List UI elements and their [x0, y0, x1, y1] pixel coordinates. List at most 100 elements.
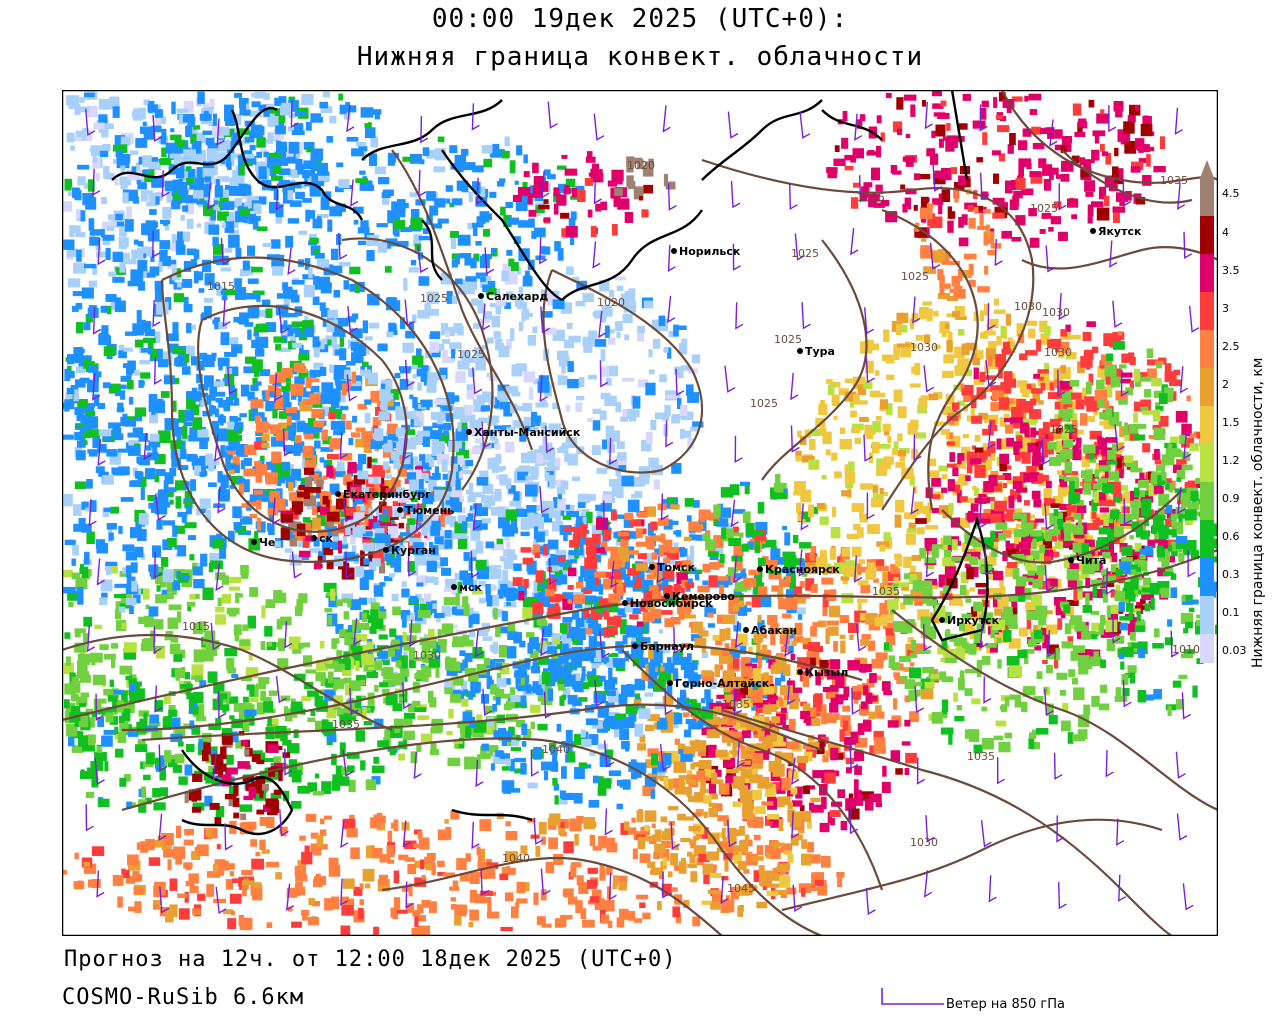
cloud-cell — [475, 357, 486, 371]
cloud-cell — [534, 552, 541, 559]
cloud-cell — [485, 541, 495, 549]
cloud-cell — [556, 594, 566, 602]
cloud-cell — [975, 582, 988, 588]
cloud-cell — [478, 580, 486, 587]
cloud-cell — [690, 621, 703, 634]
cloud-cell — [875, 802, 882, 808]
cloud-cell — [751, 700, 758, 711]
cloud-cell — [1032, 452, 1042, 463]
cloud-cell — [713, 504, 721, 518]
cloud-cell — [573, 673, 581, 682]
cloud-cell — [127, 280, 139, 287]
cloud-cell — [1013, 443, 1020, 455]
cloud-cell — [62, 201, 73, 212]
cloud-cell — [192, 125, 201, 130]
cloud-cell — [379, 582, 386, 587]
cloud-cell — [724, 694, 735, 703]
cloud-cell — [914, 362, 921, 376]
cloud-cell — [137, 319, 146, 333]
cloud-cell — [733, 676, 744, 688]
cloud-cell — [864, 798, 874, 811]
cloud-cell — [313, 540, 320, 547]
cloud-cell — [295, 159, 303, 170]
cloud-cell — [214, 317, 220, 326]
cloud-cell — [321, 392, 333, 404]
cloud-cell — [701, 698, 706, 704]
cloud-cell — [1005, 465, 1012, 470]
cloud-cell — [1123, 429, 1129, 435]
cloud-cell — [399, 498, 407, 512]
cloud-cell — [1105, 372, 1114, 385]
cloud-cell — [362, 569, 374, 580]
cloud-cell — [718, 655, 731, 664]
cloud-cell — [72, 225, 81, 233]
cloud-cell — [973, 358, 980, 366]
cloud-cell — [709, 765, 719, 772]
cloud-cell — [420, 503, 427, 512]
cloud-cell — [251, 407, 256, 420]
cloud-cell — [409, 595, 418, 604]
cloud-cell — [256, 151, 263, 158]
cloud-cell — [374, 585, 384, 597]
cloud-cell — [171, 400, 177, 412]
cloud-cell — [745, 601, 752, 606]
cloud-cell — [278, 466, 291, 478]
cloud-cell — [380, 403, 386, 410]
cloud-cell — [644, 475, 650, 485]
cloud-cell — [222, 201, 235, 210]
cloud-cell — [200, 119, 212, 125]
cloud-cell — [505, 386, 519, 394]
cloud-cell — [973, 615, 985, 622]
cloud-cell — [394, 372, 401, 379]
cloud-cell — [208, 121, 215, 127]
cloud-cell — [871, 659, 884, 669]
cloud-cell — [561, 362, 566, 374]
cloud-cell — [878, 462, 891, 469]
cloud-cell — [1156, 363, 1162, 369]
cloud-cell — [1030, 411, 1041, 417]
cloud-cell — [204, 298, 214, 303]
cloud-cell — [172, 322, 179, 334]
cloud-cell — [451, 501, 462, 513]
cloud-cell — [973, 641, 983, 647]
cloud-cell — [1110, 520, 1120, 531]
cloud-cell — [971, 415, 982, 424]
cloud-cell — [909, 711, 919, 722]
cloud-cell — [386, 534, 391, 546]
cloud-cell — [363, 445, 372, 453]
cloud-cell — [761, 644, 768, 653]
cloud-cell — [929, 494, 941, 499]
cloud-cell — [191, 387, 198, 395]
cloud-cell — [842, 565, 856, 577]
cloud-cell — [477, 417, 488, 424]
cloud-cell — [369, 626, 377, 634]
cloud-cell — [939, 321, 950, 333]
cloud-cell — [945, 394, 955, 405]
cloud-cell — [506, 339, 512, 350]
cloud-cell — [608, 711, 619, 718]
cloud-cell — [844, 378, 853, 384]
cloud-cell — [319, 101, 329, 109]
cloud-cell — [973, 377, 985, 385]
cloud-cell — [506, 590, 516, 602]
cloud-cell — [795, 455, 803, 462]
cloud-cell — [917, 404, 927, 414]
cloud-cell — [456, 449, 469, 459]
cloud-cell — [126, 206, 132, 220]
cloud-cell — [881, 354, 892, 362]
cloud-cell — [364, 487, 375, 500]
cloud-cell — [255, 381, 262, 386]
cloud-cell — [382, 461, 390, 470]
cloud-cell — [548, 606, 561, 619]
cloud-cell — [890, 750, 901, 762]
cloud-cell — [585, 546, 597, 555]
cloud-cell — [185, 202, 194, 215]
cloud-cell — [225, 184, 232, 190]
cloud-cell — [335, 408, 343, 419]
cloud-cell — [946, 564, 952, 573]
cloud-cell — [556, 350, 569, 360]
cloud-cell — [1012, 480, 1023, 489]
cloud-cell — [143, 99, 150, 106]
cloud-cell — [1055, 604, 1062, 616]
cloud-cell — [502, 263, 516, 276]
